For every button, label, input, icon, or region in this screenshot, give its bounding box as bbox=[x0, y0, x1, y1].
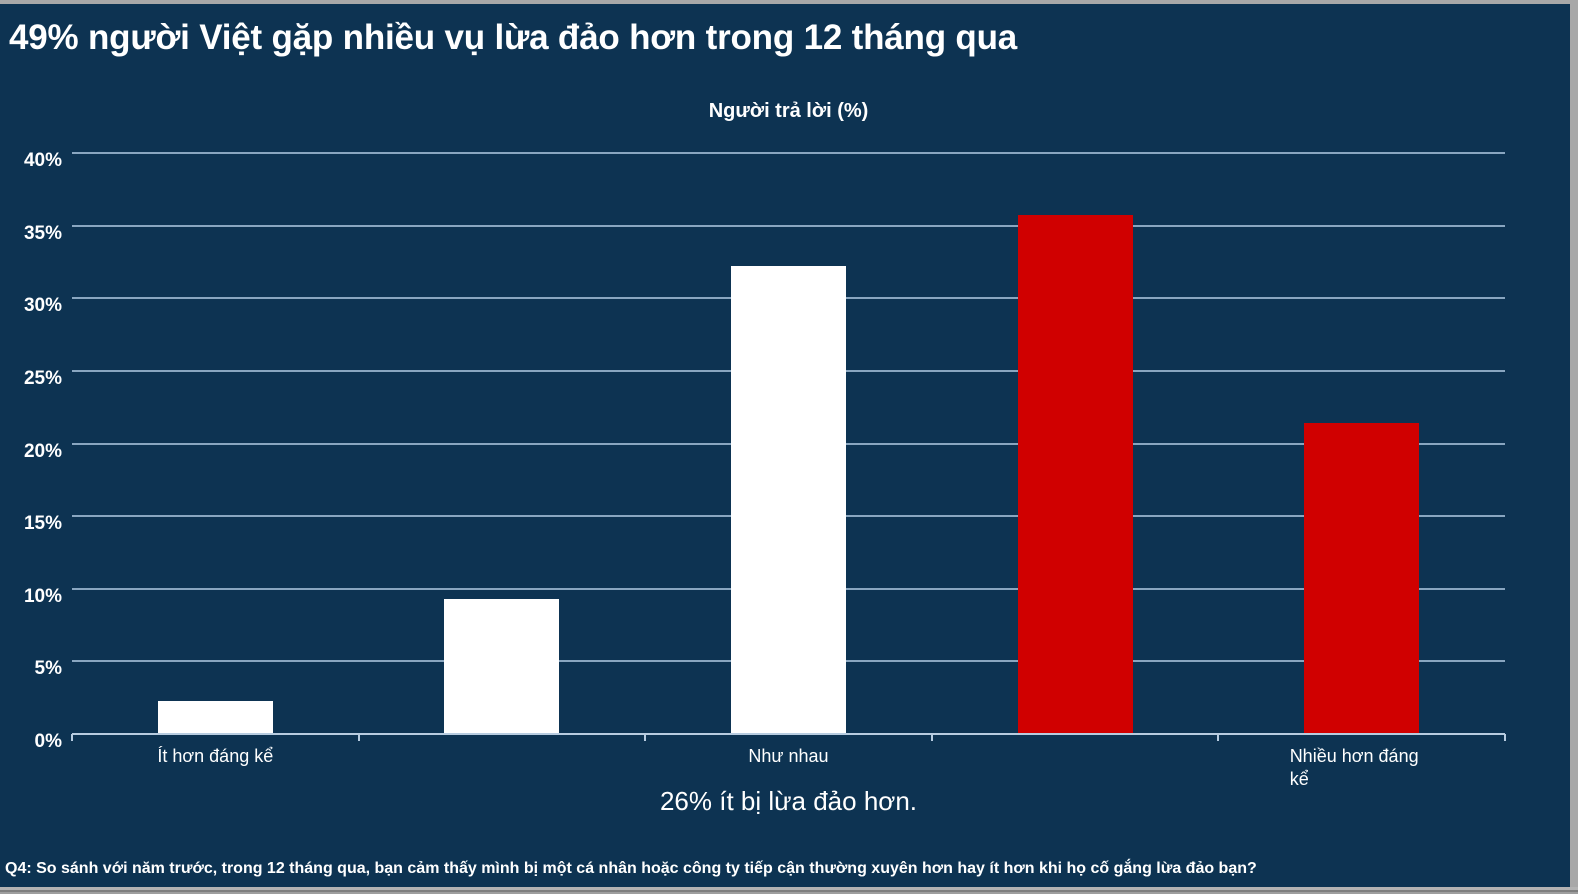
x-tick-4 bbox=[1217, 734, 1220, 741]
y-tick-label-10: 10% bbox=[23, 585, 62, 607]
bar-3 bbox=[731, 266, 846, 734]
x-tick-1 bbox=[357, 734, 360, 741]
y-tick-label-15: 15% bbox=[23, 513, 62, 535]
x-tick-2 bbox=[644, 734, 647, 741]
bar-4 bbox=[1017, 215, 1133, 734]
annotation-text: 26% ít bị lừa đảo hơn. bbox=[659, 786, 918, 816]
y-tick-label-0: 0% bbox=[34, 731, 62, 752]
bar-2 bbox=[444, 598, 560, 734]
y-axis-title: Người trả lời (%) bbox=[708, 100, 869, 122]
gridline-40 bbox=[72, 152, 1505, 154]
y-tick-label-40: 40% bbox=[23, 150, 62, 171]
y-tick-label-25: 25% bbox=[23, 367, 62, 389]
plot-area: 0% 5% 10% 15% 20% 25% 30% 35% 40% Ít hơn đáng kể N… bbox=[24, 150, 1506, 789]
survey-question-footnote: Q4: So sánh với năm trước, trong 12 thán… bbox=[5, 860, 1257, 877]
x-tick-3 bbox=[930, 734, 933, 741]
gridline-35 bbox=[72, 224, 1505, 227]
y-tick-label-20: 20% bbox=[23, 440, 62, 462]
bar-5 bbox=[1304, 423, 1420, 734]
x-axis-line bbox=[72, 733, 1505, 735]
x-category-label-5: Nhiều hơn đáng kể bbox=[1289, 746, 1419, 789]
slide-canvas: 49% người Việt gặp nhiều vụ lừa đảo hơn … bbox=[0, 4, 1570, 887]
window-edge-bottom bbox=[0, 887, 1578, 894]
y-tick-label-30: 30% bbox=[23, 295, 62, 317]
bar-1 bbox=[157, 700, 273, 734]
x-tick-5 bbox=[1504, 734, 1506, 741]
y-tick-label-35: 35% bbox=[23, 222, 62, 244]
window-edge-right bbox=[1570, 0, 1578, 894]
x-tick-0 bbox=[71, 734, 73, 741]
x-category-label-1: Ít hơn đáng kể bbox=[157, 746, 274, 766]
x-category-label-3: Như nhau bbox=[748, 746, 829, 766]
chart-title: 49% người Việt gặp nhiều vụ lừa đảo hơn … bbox=[9, 18, 1018, 57]
window-edge-top bbox=[0, 0, 1578, 4]
y-tick-label-5: 5% bbox=[34, 658, 62, 680]
